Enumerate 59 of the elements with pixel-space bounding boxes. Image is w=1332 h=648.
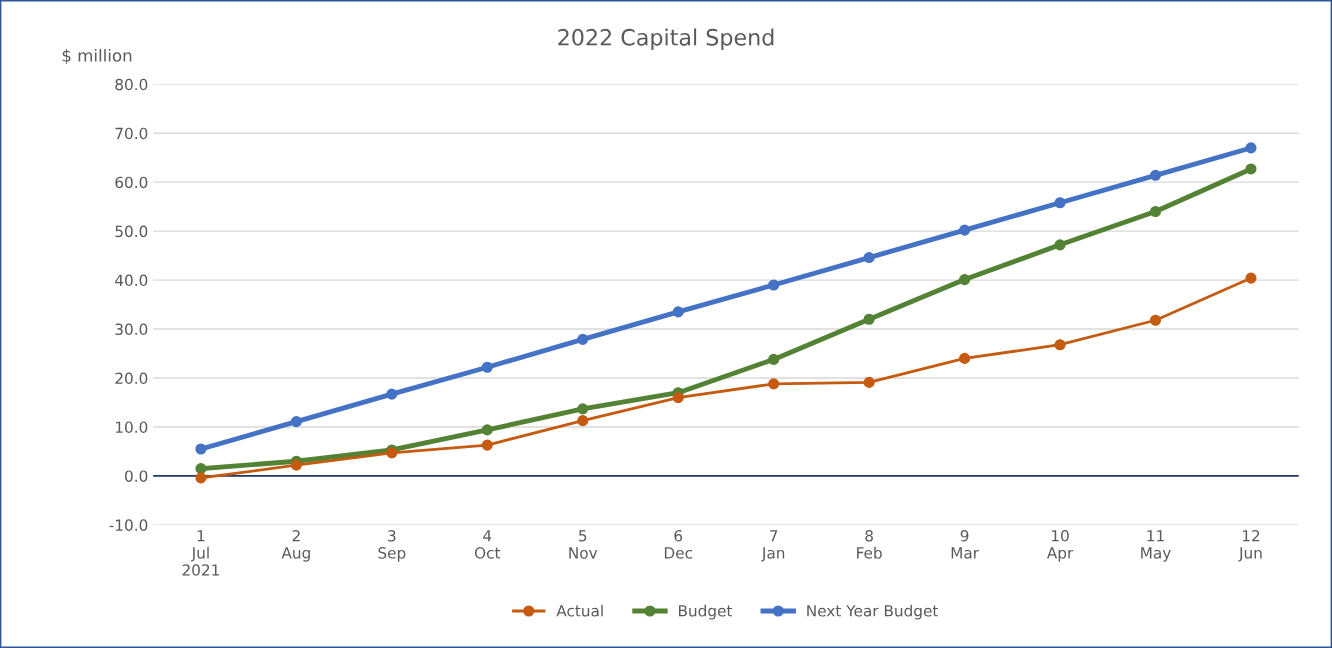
point (768, 279, 780, 291)
y-tick-label: 50.0 (115, 225, 148, 238)
x-tick-label: 11 May (1141, 530, 1171, 562)
point (959, 224, 971, 236)
x-tick-label: 4 Oct (474, 530, 501, 559)
point (768, 353, 780, 365)
point (481, 361, 493, 373)
point (1245, 272, 1257, 284)
y-tick-label: 20.0 (115, 372, 148, 385)
x-tick-label: 6 Dec (664, 530, 693, 559)
point (577, 333, 589, 345)
y-tick-label: -10.0 (109, 519, 148, 531)
x-tick-label: 10 Apr (1046, 530, 1074, 562)
x-tick-label: 12 Jun (1238, 530, 1262, 562)
y-tick-label: 40.0 (115, 274, 148, 287)
legend-label: Budget (678, 604, 733, 620)
y-axis-title: $ million (62, 48, 132, 65)
point (1149, 169, 1162, 181)
point (481, 424, 493, 436)
chart-title: 2022 Capital Spend (558, 28, 774, 50)
point (1054, 239, 1066, 251)
point (290, 459, 302, 471)
point (577, 415, 589, 427)
x-tick-label: 8 Feb (857, 530, 882, 559)
point (386, 388, 398, 400)
y-tick-label: 0.0 (125, 470, 148, 482)
legend-label: Actual (556, 604, 603, 617)
x-tick-label: 3 Sep (378, 530, 406, 562)
point (1245, 163, 1257, 175)
point (863, 376, 875, 388)
x-tick-label: 5 Nov (569, 530, 598, 559)
point (1149, 314, 1162, 326)
x-tick-label: 2 Aug (281, 530, 310, 562)
point (672, 306, 684, 318)
y-tick-label: 30.0 (115, 323, 148, 336)
point (1149, 205, 1162, 218)
point (863, 313, 875, 325)
point (1054, 197, 1066, 209)
point (290, 416, 302, 428)
point (863, 252, 875, 264)
point (959, 352, 971, 364)
point (195, 443, 207, 455)
legend-label: Next Year Budget (807, 604, 938, 620)
point (959, 274, 971, 286)
point (195, 463, 207, 475)
point (1054, 339, 1066, 351)
y-tick-label: 70.0 (115, 127, 148, 140)
point (481, 439, 493, 451)
y-tick-label: 60.0 (115, 176, 148, 189)
x-tick-label: 9 Mar (951, 530, 979, 559)
point (195, 472, 207, 484)
point (672, 392, 684, 404)
point (768, 378, 780, 390)
y-tick-label: 10.0 (115, 421, 148, 433)
y-tick-label: 80.0 (115, 78, 148, 91)
x-tick-label: 1 Jul 2021 (182, 530, 219, 576)
point (577, 403, 589, 415)
point (1245, 142, 1257, 154)
x-tick-label: 7 Jan (761, 530, 785, 562)
